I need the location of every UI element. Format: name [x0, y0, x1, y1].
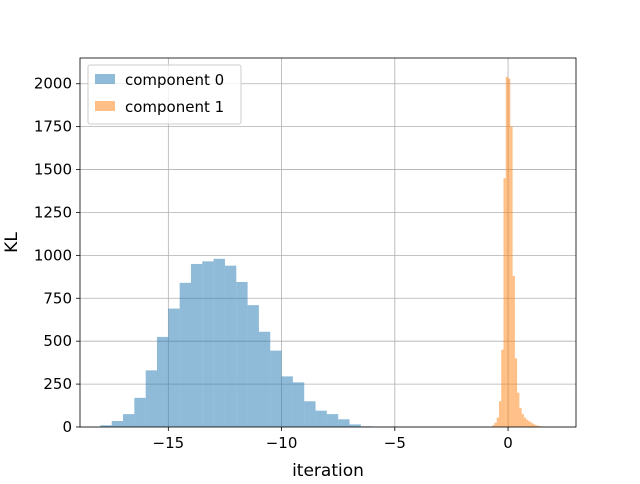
- histogram-bar-series-1: [522, 414, 524, 427]
- histogram-bar-series-1: [506, 77, 508, 427]
- histogram-bar-series-1: [519, 408, 521, 427]
- histogram-bar-series-0: [338, 419, 349, 427]
- histogram-bar-series-1: [494, 423, 496, 427]
- histogram-bar-series-1: [517, 393, 519, 427]
- legend-label-component-0: component 0: [125, 71, 224, 89]
- x-axis-label: iteration: [292, 461, 364, 480]
- histogram-bars: [100, 77, 544, 427]
- histogram-bar-series-0: [316, 411, 327, 427]
- histogram-bar-series-1: [526, 420, 528, 427]
- histogram-bar-series-0: [180, 283, 191, 427]
- y-tick-label: 0: [62, 418, 72, 436]
- y-tick-label: 250: [43, 375, 72, 393]
- histogram-bar-series-1: [528, 421, 530, 427]
- histogram-bar-series-0: [270, 351, 281, 427]
- histogram-bar-series-1: [504, 178, 506, 427]
- y-tick-label: 750: [43, 289, 72, 307]
- histogram-bar-series-0: [327, 414, 338, 427]
- histogram-bar-series-1: [524, 418, 526, 427]
- histogram-bar-series-0: [282, 376, 293, 427]
- histogram-bar-series-0: [146, 370, 157, 427]
- histogram-bar-series-1: [497, 418, 499, 427]
- histogram-bar-series-0: [259, 332, 270, 427]
- histogram-bar-series-0: [293, 382, 304, 427]
- histogram-bar-series-1: [501, 350, 503, 427]
- histogram-bar-series-1: [531, 423, 533, 427]
- y-tick-label: 500: [43, 332, 72, 350]
- histogram-bar-series-0: [134, 398, 145, 427]
- histogram-bar-series-1: [515, 358, 517, 427]
- y-tick-label: 1000: [34, 246, 72, 264]
- x-tick-label: −15: [153, 434, 185, 452]
- histogram-bar-series-0: [304, 401, 315, 427]
- histogram-bar-series-1: [510, 127, 512, 427]
- legend-swatch-component-1: [95, 101, 115, 111]
- histogram-bar-series-0: [191, 264, 202, 427]
- x-tick-label: 0: [503, 434, 513, 452]
- histogram-bar-series-1: [533, 424, 535, 427]
- histogram-bar-series-0: [214, 259, 225, 427]
- histogram-bar-series-1: [508, 79, 510, 427]
- legend-swatch-component-0: [95, 74, 115, 84]
- x-tick-label: −5: [384, 434, 406, 452]
- legend-label-component-1: component 1: [125, 98, 224, 116]
- histogram-bar-series-0: [248, 305, 259, 427]
- histogram-bar-series-0: [123, 414, 134, 427]
- histogram-bar-series-1: [513, 276, 515, 427]
- y-tick-label: 1250: [34, 203, 72, 221]
- histogram-bar-series-0: [112, 421, 123, 427]
- y-axis-label: KL: [2, 232, 22, 253]
- histogram-bar-series-0: [236, 282, 247, 427]
- histogram-bar-series-0: [157, 337, 168, 427]
- histogram-bar-series-1: [499, 401, 501, 427]
- y-tick-label: 1750: [34, 118, 72, 136]
- histogram-bar-series-0: [225, 266, 236, 427]
- y-tick-label: 1500: [34, 161, 72, 179]
- histogram-bar-series-0: [168, 309, 179, 427]
- y-tick-label: 2000: [34, 75, 72, 93]
- histogram-bar-series-0: [202, 261, 213, 427]
- legend: component 0 component 1: [88, 65, 241, 124]
- x-tick-label: −10: [266, 434, 298, 452]
